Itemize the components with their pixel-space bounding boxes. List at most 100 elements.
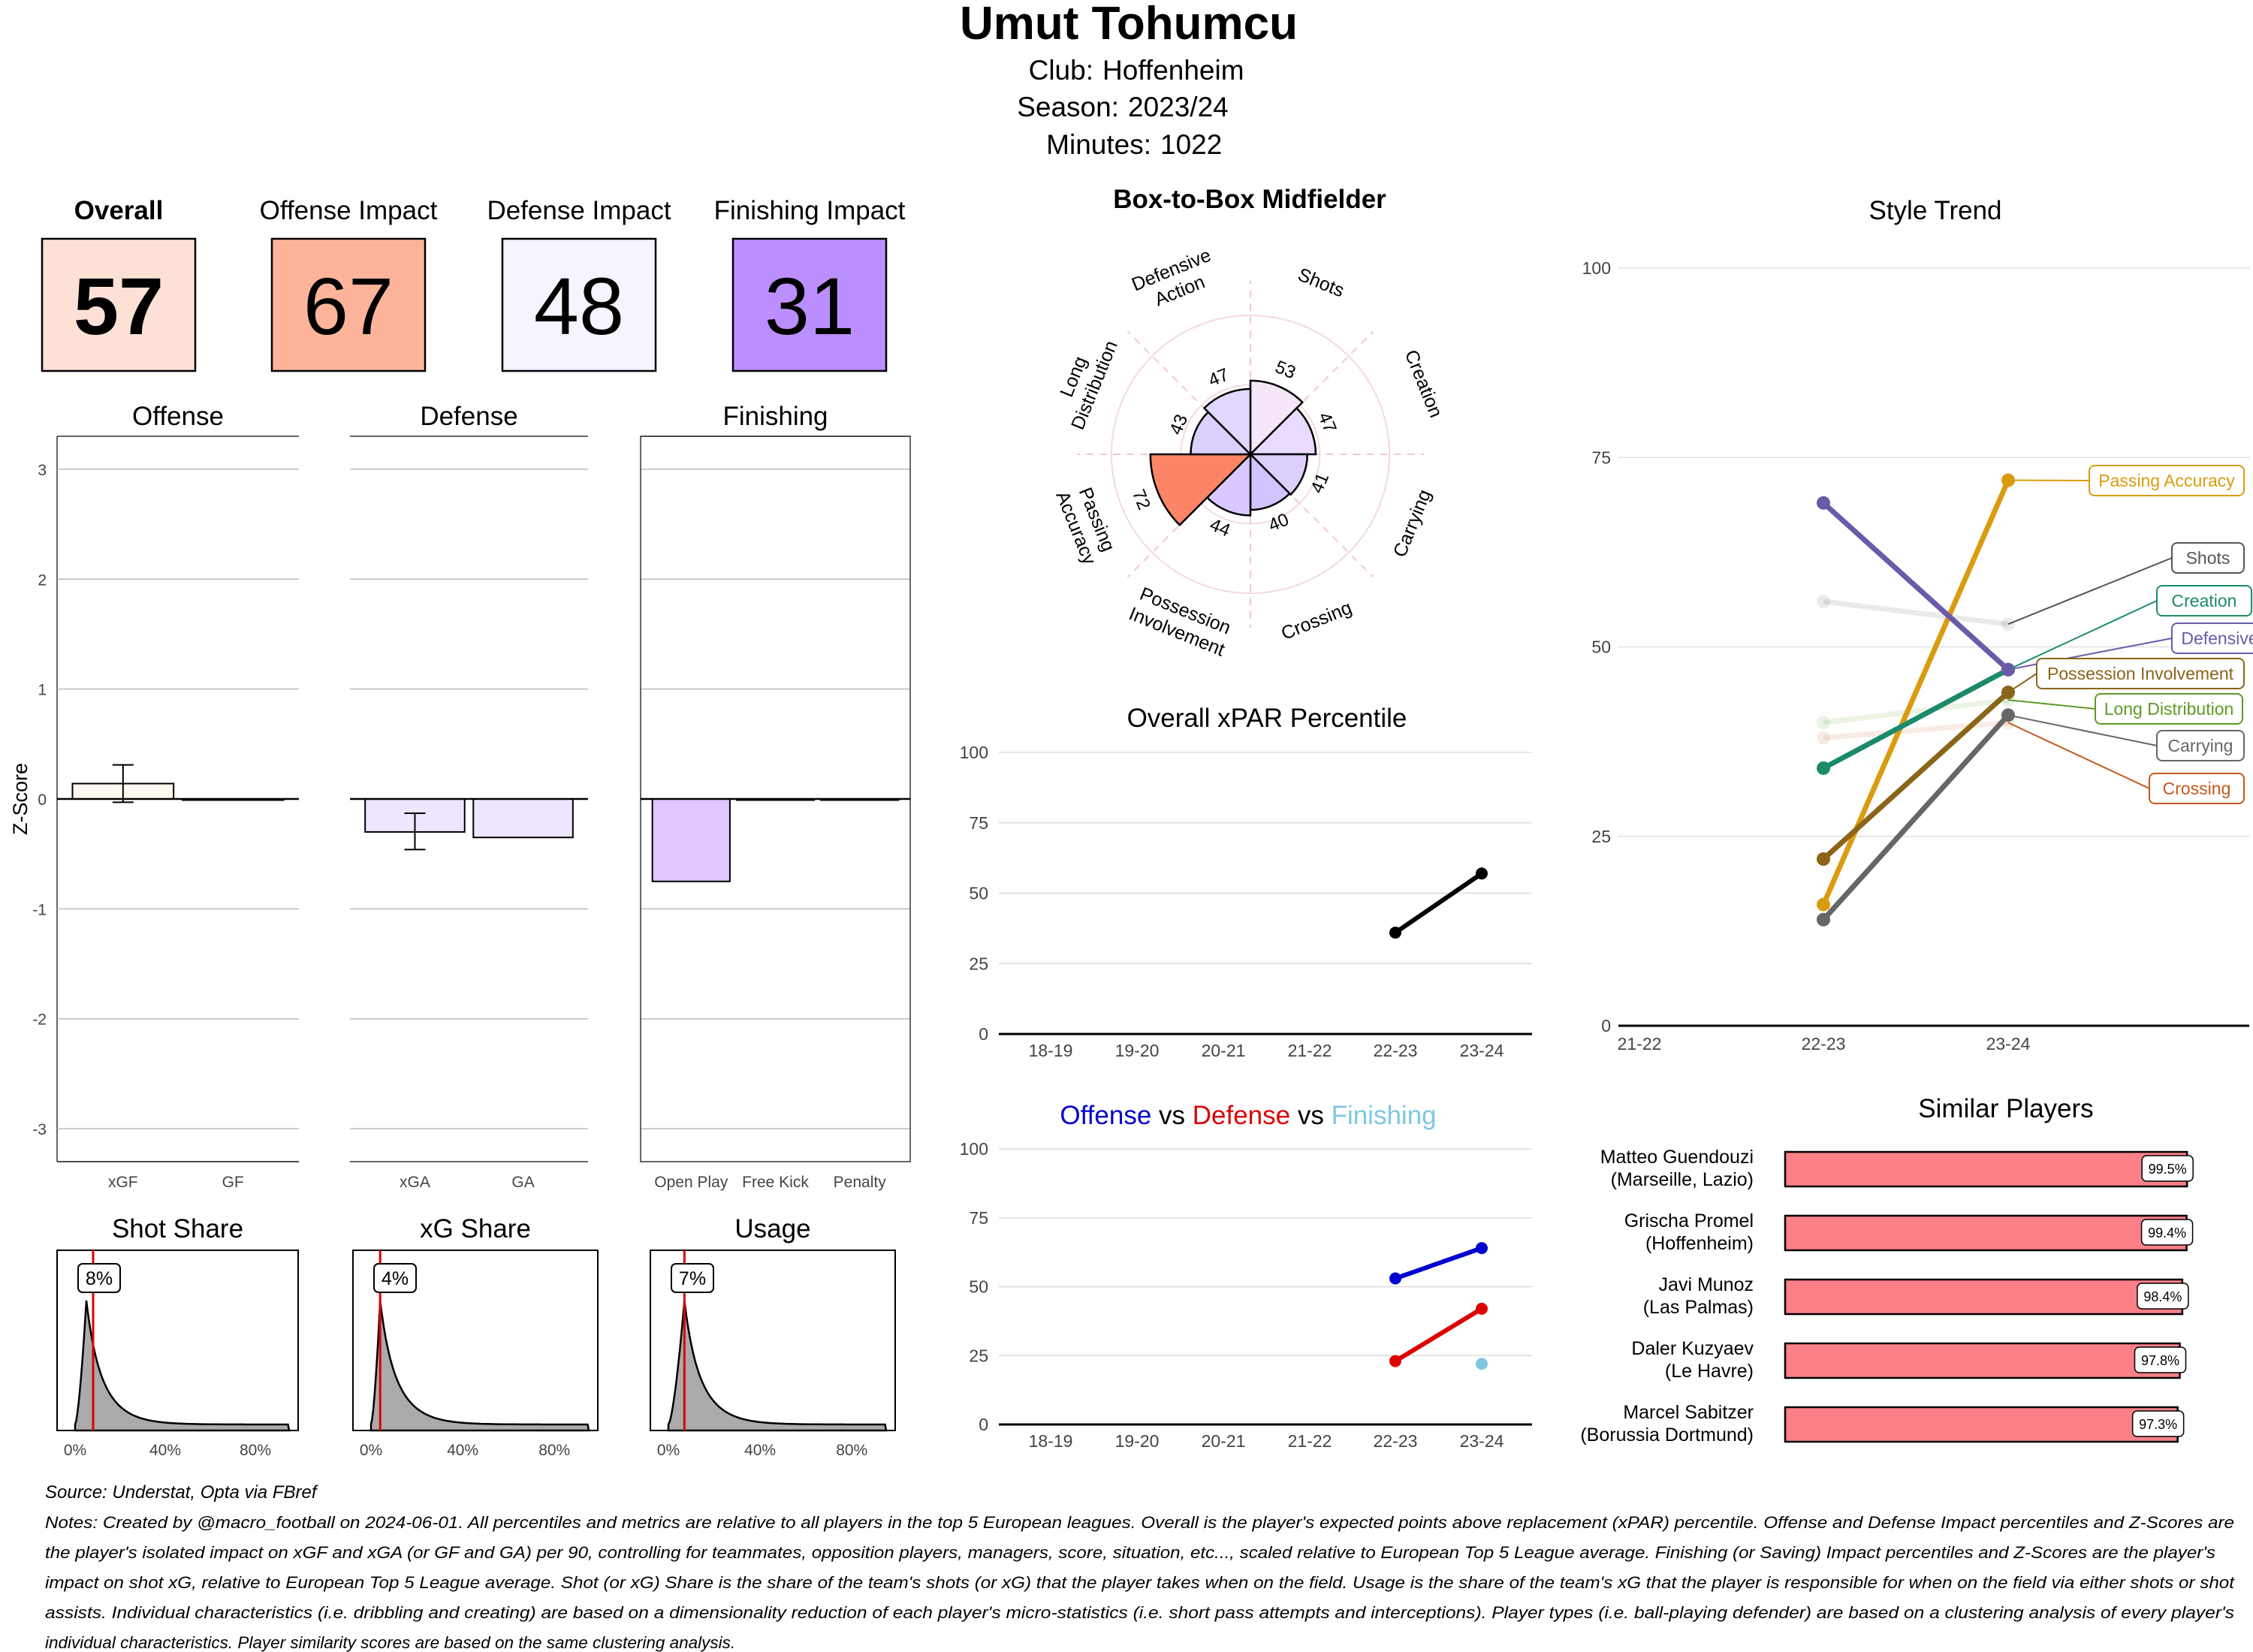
x-tick-label: 40% <box>744 1442 776 1459</box>
y-tick-label: 3 <box>38 462 47 479</box>
x-tick-label: 80% <box>538 1442 570 1459</box>
label-leader <box>2007 722 2150 789</box>
player-label: Javi Munoz (Las Palmas) <box>1643 1274 1754 1318</box>
radar-value-label: 44 <box>1207 514 1233 541</box>
y-tick-label: -3 <box>32 1121 47 1138</box>
minutes-label: Minutes: <box>1046 129 1151 160</box>
notes-line: Notes: Created by @macro_football on 202… <box>45 1513 2234 1532</box>
similarity-label-box <box>2134 1346 2187 1373</box>
x-tick-label: 23-24 <box>1460 1041 1504 1060</box>
panel-title: xG Share <box>420 1214 531 1244</box>
x-tick-label: xGF <box>108 1174 138 1191</box>
value-label-box <box>671 1263 714 1293</box>
y-tick-label: 50 <box>969 884 988 903</box>
player-name: Umut Tohumcu <box>960 0 1298 50</box>
chart-title: Overall xPAR Percentile <box>1127 704 1407 733</box>
radar-category-label: LongDistribution <box>1046 330 1122 433</box>
series-point <box>1389 1272 1401 1285</box>
series-label-box <box>2156 730 2245 761</box>
chart-title: Box-to-Box Midfielder <box>1113 185 1386 214</box>
label-leader <box>2007 557 2173 626</box>
series-label: Long Distribution <box>2104 699 2234 719</box>
density-curve <box>74 1300 291 1432</box>
x-tick-label: 19-20 <box>1115 1431 1160 1451</box>
x-tick-label: 18-19 <box>1029 1041 1073 1060</box>
similarity-bar <box>1784 1214 2188 1252</box>
x-tick-label: 23-24 <box>1460 1431 1504 1451</box>
y-tick-label: 75 <box>969 1208 988 1228</box>
y-tick-label: 0 <box>1601 1016 1611 1036</box>
z-score-chart: Z-Score 3 2 1 0 -1 -2 -3 Offense xGF GF Defense xGA G… <box>9 402 911 1191</box>
tile-box <box>270 237 427 372</box>
y-tick-label: 25 <box>1591 827 1611 846</box>
season-line: Season: 2023/24 <box>1017 92 1229 122</box>
similarity-bar <box>1784 1342 2181 1379</box>
radar-category-label: DefensiveAction <box>1129 245 1223 316</box>
chart-title: Offense vs Defense vs Finishing <box>1060 1101 1436 1130</box>
x-tick-label: 23-24 <box>1986 1034 2031 1054</box>
panel-title: Offense <box>132 402 224 431</box>
series-point <box>1817 852 1830 867</box>
label-leader <box>2007 714 2158 746</box>
radar-category-label: Crossing <box>1278 597 1355 644</box>
series-point <box>1817 594 1830 608</box>
notes-line: individual characteristics. Player simil… <box>45 1633 735 1652</box>
series-line <box>1823 697 2009 725</box>
chart-title: Similar Players <box>1918 1094 2093 1123</box>
value-label: 7% <box>679 1268 706 1289</box>
series-label: Creation <box>2172 591 2237 610</box>
x-tick-label: Open Play <box>654 1174 728 1191</box>
x-tick-label: 21-22 <box>1288 1041 1332 1060</box>
x-tick-label: 18-19 <box>1029 1431 1073 1451</box>
player-label: Marcel Sabitzer (Borussia Dortmund) <box>1580 1402 1754 1446</box>
series-label-box <box>2156 585 2252 616</box>
series-line <box>1394 1307 1483 1364</box>
radar-wedge <box>1149 453 1253 526</box>
x-tick-label: 21-22 <box>1618 1034 1662 1054</box>
series-point <box>1817 761 1830 775</box>
radar-wedge <box>1249 379 1304 457</box>
x-tick-label: GA <box>511 1174 534 1191</box>
series-point <box>1476 867 1488 880</box>
y-tick-label: 1 <box>38 682 47 699</box>
title-part: Finishing <box>1332 1101 1437 1130</box>
radar-spoke <box>1284 488 1374 578</box>
y-axis-title: Z-Score <box>9 763 32 835</box>
x-tick-label: 19-20 <box>1115 1041 1160 1060</box>
similarity-label: 98.4% <box>2143 1289 2182 1304</box>
series-point <box>1389 927 1401 939</box>
player-label: Grischa Promel (Hoffenheim) <box>1624 1210 1754 1254</box>
series-point <box>1817 912 1830 927</box>
series-point <box>1817 731 1830 745</box>
series-point <box>1476 1242 1488 1255</box>
series-label: Passing Accuracy <box>2098 471 2235 490</box>
value-label: 8% <box>86 1268 113 1289</box>
series-label: Crossing <box>2163 779 2231 798</box>
y-tick-label: 2 <box>38 571 47 589</box>
series-line <box>1820 479 2011 906</box>
tile-label: Finishing Impact <box>714 196 906 225</box>
series-label-box <box>2149 773 2245 804</box>
similarity-bar <box>1784 1406 2179 1443</box>
radar-wedge <box>1247 453 1309 496</box>
similarity-label: 99.4% <box>2148 1225 2186 1241</box>
club-label: Club: <box>1029 55 1093 86</box>
player-label: Daler Kuzyaev (Le Havre) <box>1631 1338 1754 1382</box>
x-tick-label: 40% <box>149 1442 181 1459</box>
title-part: Offense <box>1060 1101 1151 1130</box>
radar-value-label: 72 <box>1128 487 1154 513</box>
x-tick-label: 0% <box>657 1442 680 1459</box>
notes-line: impact on shot xG, relative to European … <box>45 1573 2236 1592</box>
x-tick-label: 0% <box>360 1442 382 1459</box>
chart-title: Style Trend <box>1868 196 2001 225</box>
footer: Source: Understat, Opta via FBref Notes:… <box>45 1482 2236 1652</box>
y-tick-label: 0 <box>979 1024 988 1044</box>
density-curve <box>369 1300 590 1432</box>
radar-category-label: PossessionInvolvement <box>1126 582 1236 660</box>
radar-category-label: Shots <box>1295 264 1347 302</box>
y-tick-label: 25 <box>969 1346 988 1365</box>
series-label-box <box>2171 623 2253 654</box>
style-trend-chart: Style Trend 0 25 50 75 100 21-22 22-23 23-24 Pass… <box>1582 196 2253 1054</box>
series-line <box>1823 598 2009 627</box>
